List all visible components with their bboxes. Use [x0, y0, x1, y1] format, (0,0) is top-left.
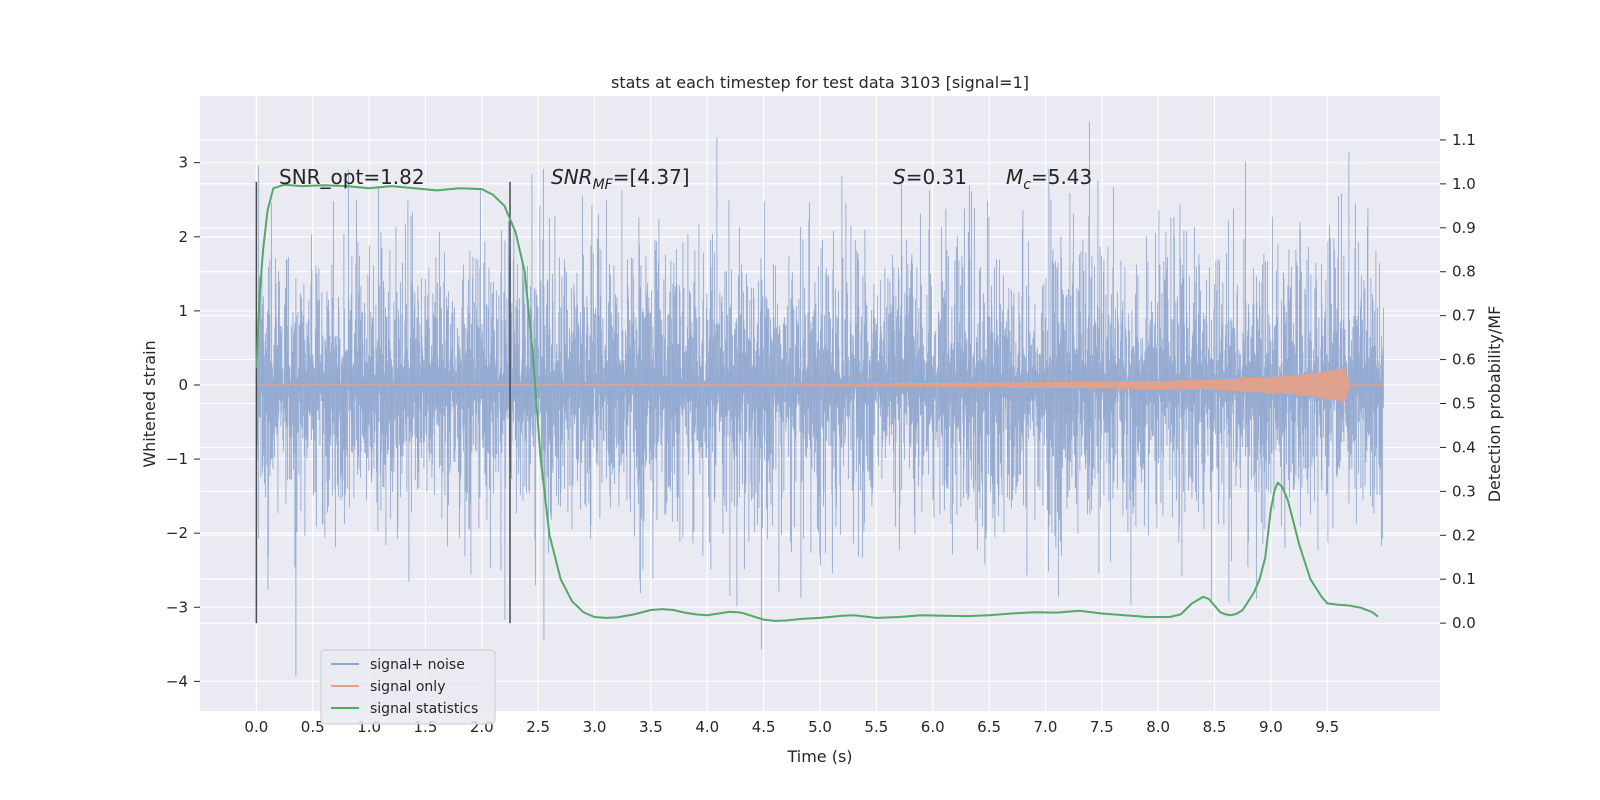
- signal-only-series: [256, 368, 1384, 402]
- y-tick-label: 2: [178, 228, 188, 246]
- annotation-snr-mf: SNRMF=[4.37]: [551, 165, 690, 193]
- legend-label-signal-noise: signal+ noise: [370, 657, 465, 673]
- x-tick-label: 6.0: [921, 718, 945, 736]
- annotation-s-value: =0.31: [906, 165, 967, 189]
- y-axis-label: Whitened strain: [140, 340, 159, 467]
- x-tick-label: 3.0: [583, 718, 607, 736]
- annotation-s: S=0.31: [893, 165, 967, 189]
- y-axis-ticks: 3 2 1 0 −1 −2 −3 −4: [166, 154, 200, 690]
- annotation-mc: Mc=5.43: [1006, 165, 1092, 193]
- annotation-mc-main: M: [1006, 165, 1023, 189]
- legend-label-signal-statistics: signal statistics: [370, 701, 478, 717]
- x-tick-label: 6.5: [977, 718, 1001, 736]
- annotation-snr-mf-value: =[4.37]: [613, 165, 690, 189]
- y2-axis-label: Detection probability/MF: [1485, 306, 1504, 503]
- x-tick-label: 0.5: [301, 718, 325, 736]
- y-tick-label: −1: [166, 450, 188, 468]
- signal-statistics-line: [255, 183, 1379, 622]
- x-tick-label: 5.0: [808, 718, 832, 736]
- x-tick-label: 8.5: [1203, 718, 1227, 736]
- x-tick-label: 7.5: [1090, 718, 1114, 736]
- x-tick-label: 9.5: [1315, 718, 1339, 736]
- y-tick-label: 1: [178, 302, 188, 320]
- annotation-mc-sub: c: [1023, 177, 1031, 193]
- x-tick-label: 2.5: [526, 718, 550, 736]
- y2-tick-label: 0.3: [1452, 482, 1476, 500]
- y2-tick-label: 0.0: [1452, 614, 1476, 632]
- y2-tick-label: 0.4: [1452, 438, 1476, 456]
- x-tick-label: 3.5: [639, 718, 663, 736]
- vertical-markers: [255, 181, 511, 624]
- y-tick-label: 0: [178, 376, 188, 394]
- x-tick-label: 5.5: [864, 718, 888, 736]
- y2-tick-label: 0.7: [1452, 307, 1476, 325]
- y-tick-label: −2: [166, 524, 188, 542]
- legend-box: [320, 649, 496, 725]
- y-tick-label: −4: [166, 672, 188, 690]
- x-tick-label: 4.0: [695, 718, 719, 736]
- y2-tick-label: 1.1: [1452, 131, 1476, 149]
- signal-statistics-series: [255, 183, 1379, 622]
- x-axis-label: Time (s): [786, 747, 852, 766]
- y-tick-label: −3: [166, 598, 188, 616]
- annotation-s-main: S: [893, 165, 906, 189]
- x-tick-label: 8.0: [1146, 718, 1170, 736]
- y2-tick-label: 0.2: [1452, 526, 1476, 544]
- chart-title: stats at each timestep for test data 310…: [611, 73, 1029, 92]
- legend: signal+ noise signal only signal statist…: [320, 649, 496, 725]
- y2-tick-label: 0.1: [1452, 570, 1476, 588]
- annotation-snr-mf-sub: MF: [593, 177, 614, 193]
- x-tick-label: 7.0: [1034, 718, 1058, 736]
- legend-label-signal-only: signal only: [370, 679, 445, 695]
- y2-tick-label: 0.6: [1452, 351, 1476, 369]
- y2-tick-label: 0.9: [1452, 219, 1476, 237]
- annotation-snr-opt: SNR_opt=1.82: [279, 165, 425, 189]
- x-tick-label: 9.0: [1259, 718, 1283, 736]
- y2-axis-ticks: 1.1 1.0 0.9 0.8 0.7 0.6 0.5 0.4 0.3 0.2 0.1 0.0: [1440, 131, 1476, 632]
- y2-tick-label: 0.8: [1452, 263, 1476, 281]
- y2-tick-label: 0.5: [1452, 395, 1476, 413]
- x-tick-label: 0.0: [244, 718, 268, 736]
- annotation-mc-value: =5.43: [1031, 165, 1092, 189]
- y2-tick-label: 1.0: [1452, 175, 1476, 193]
- y-tick-label: 3: [178, 154, 188, 172]
- annotation-snr-mf-main: SNR: [551, 165, 593, 189]
- x-tick-label: 4.5: [752, 718, 776, 736]
